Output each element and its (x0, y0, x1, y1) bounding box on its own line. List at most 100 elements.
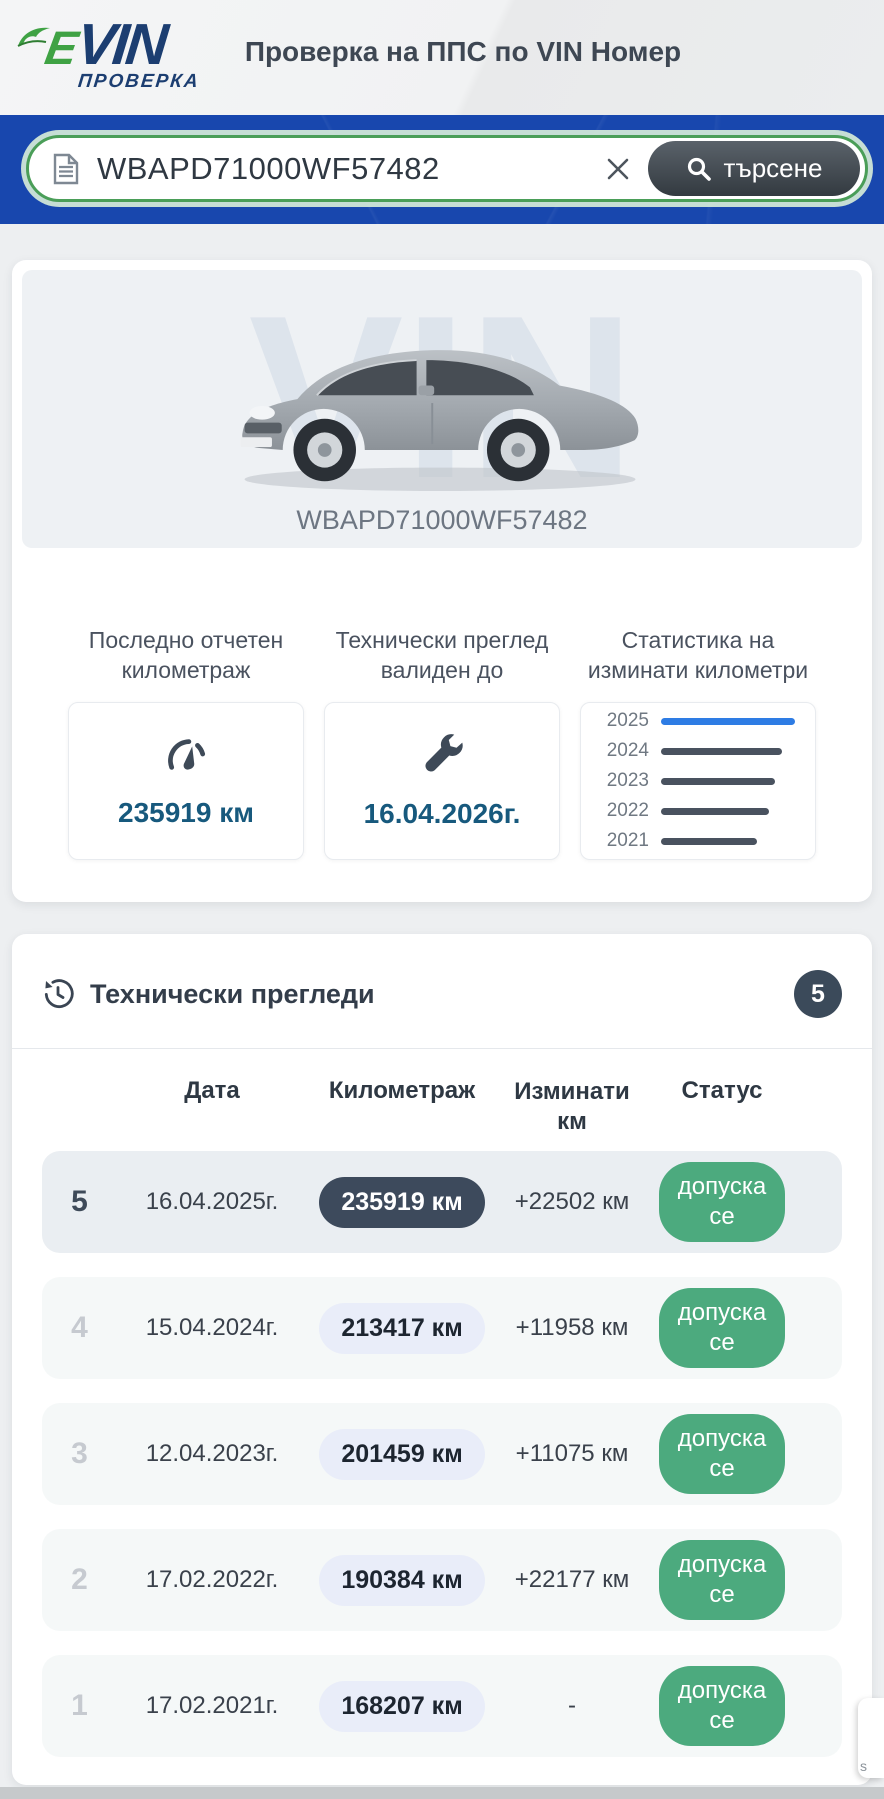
close-icon (607, 158, 629, 179)
table-header-row: Дата Километраж Изминати км Статус (12, 1049, 872, 1151)
row-mileage-cell: 201459 км (307, 1428, 497, 1480)
row-status-cell: допуска се (647, 1540, 797, 1620)
logo-vin: VIN (74, 11, 169, 77)
row-date: 17.02.2021г. (145, 1692, 279, 1719)
stat-inspection-box: 16.04.2026г. (324, 702, 560, 860)
inspection-row[interactable]: 2 17.02.2022г. 190384 км +22177 км допус… (42, 1529, 842, 1631)
row-date: 16.04.2025г. (145, 1188, 279, 1215)
mileage-pill: 190384 км (319, 1554, 485, 1606)
stat-odometer-box: 235919 км (68, 702, 304, 860)
status-badge: допуска се (659, 1666, 785, 1746)
car-image (240, 350, 639, 492)
row-mileage-cell: 168207 км (307, 1680, 497, 1732)
row-driven-km: +22502 км (514, 1188, 630, 1215)
row-mileage-cell: 213417 км (307, 1302, 497, 1354)
search-section: търсене (0, 115, 884, 224)
inspections-list: 5 16.04.2025г. 235919 км +22502 км допус… (12, 1151, 872, 1757)
clear-input-button[interactable] (602, 153, 634, 185)
status-badge: допуска се (659, 1288, 785, 1368)
row-number: 2 (71, 1563, 88, 1596)
status-badge: допуска се (659, 1540, 785, 1620)
odometer-value: 235919 км (118, 797, 254, 828)
history-clock-icon (44, 979, 74, 1009)
page-title: Проверка на ППС по VIN Номер (244, 36, 682, 67)
row-number: 5 (71, 1185, 88, 1218)
row-number: 3 (71, 1437, 88, 1470)
vehicle-vin-label: WBAPD71000WF57482 (296, 505, 588, 535)
document-icon (53, 153, 79, 184)
inspection-row[interactable]: 1 17.02.2021г. 168207 км - допуска се (42, 1655, 842, 1757)
chart-bar (661, 837, 757, 845)
vin-search-input[interactable] (97, 150, 588, 187)
row-date: 12.04.2023г. (145, 1440, 279, 1467)
mileage-pill: 235919 км (319, 1176, 485, 1228)
stats-row: Последно отчетен километраж 235919 км Те… (22, 548, 862, 860)
inspections-header: Технически прегледи 5 (12, 934, 872, 1048)
chart-bar-track (661, 837, 795, 845)
chart-bar-track (661, 777, 795, 785)
chart-row: 2023 (601, 770, 795, 792)
evin-logo[interactable]: E VIN ПРОВЕРКА (16, 11, 226, 93)
chart-bar (661, 807, 770, 815)
inspection-valid-until-value: 16.04.2026г. (363, 798, 521, 829)
inspection-row[interactable]: 5 16.04.2025г. 235919 км +22502 км допус… (42, 1151, 842, 1253)
chart-bar (661, 747, 783, 755)
mileage-pill: 201459 км (319, 1428, 485, 1480)
chart-row: 2025 (601, 710, 795, 732)
row-driven-km: +11958 км (515, 1314, 629, 1341)
mileage-pill: 168207 км (319, 1680, 485, 1732)
inspection-row[interactable]: 4 15.04.2024г. 213417 км +11958 км допус… (42, 1277, 842, 1379)
chart-bar-track (661, 807, 795, 815)
chart-year-label: 2025 (606, 710, 649, 731)
row-date: 15.04.2024г. (145, 1314, 279, 1341)
leaf-swoosh-icon (17, 27, 50, 48)
col-header-driven-km: Изминати км (514, 1078, 630, 1135)
logo-subtitle: ПРОВЕРКА (76, 71, 201, 93)
stat-odometer: Последно отчетен километраж 235919 км (68, 594, 304, 860)
status-badge: допуска се (659, 1414, 785, 1494)
stat-inspection: Технически преглед валиден до 16.04.2026… (324, 594, 560, 860)
side-floating-widget[interactable]: s (858, 1698, 884, 1778)
row-status-cell: допуска се (647, 1414, 797, 1494)
top-header: E VIN ПРОВЕРКА Проверка на ППС по VIN Но… (0, 0, 884, 115)
main-content: VIN (0, 224, 884, 1785)
chart-year-label: 2022 (606, 800, 649, 821)
row-number: 1 (71, 1689, 88, 1722)
chart-bar (661, 717, 795, 725)
stat-chart-title: Статистика на изминати километри (587, 627, 809, 684)
search-icon (687, 157, 711, 181)
inspections-title: Технически прегледи (90, 978, 375, 1009)
col-header-mileage: Километраж (328, 1077, 476, 1104)
chart-bar (661, 777, 776, 785)
speedometer-icon (168, 739, 206, 770)
row-mileage-cell: 235919 км (307, 1176, 497, 1228)
chart-row: 2021 (601, 830, 795, 852)
inspections-count-badge: 5 (794, 970, 842, 1018)
chart-year-label: 2024 (606, 740, 649, 761)
col-header-status: Статус (681, 1077, 763, 1104)
chart-row: 2024 (601, 740, 795, 762)
vehicle-image-panel: VIN (22, 270, 862, 548)
chart-row: 2022 (601, 800, 795, 822)
wrench-icon (425, 734, 463, 772)
stat-mileage-chart: Статистика на изминати километри 2025 202… (580, 594, 816, 860)
search-bar: търсене (26, 135, 868, 202)
search-button-label: търсене (723, 153, 823, 183)
inspection-row[interactable]: 3 12.04.2023г. 201459 км +11075 км допус… (42, 1403, 842, 1505)
chart-bar-track (661, 747, 795, 755)
mileage-pill: 213417 км (319, 1302, 485, 1354)
mileage-bar-chart: 2025 2024 2023 2022 2021 (580, 702, 816, 860)
search-button[interactable]: търсене (648, 141, 860, 196)
bottom-bar (0, 1787, 884, 1799)
row-date: 17.02.2022г. (145, 1566, 279, 1593)
stat-inspection-title: Технически преглед валиден до (335, 627, 549, 684)
row-driven-km: - (568, 1692, 576, 1719)
row-status-cell: допуска се (647, 1288, 797, 1368)
row-mileage-cell: 190384 км (307, 1554, 497, 1606)
inspections-card: Технически прегледи 5 Дата Километраж Из… (12, 934, 872, 1785)
row-status-cell: допуска се (647, 1666, 797, 1746)
chart-year-label: 2021 (606, 830, 649, 851)
chart-bar-track (661, 717, 795, 725)
row-number: 4 (71, 1311, 88, 1344)
divider (12, 1048, 872, 1049)
